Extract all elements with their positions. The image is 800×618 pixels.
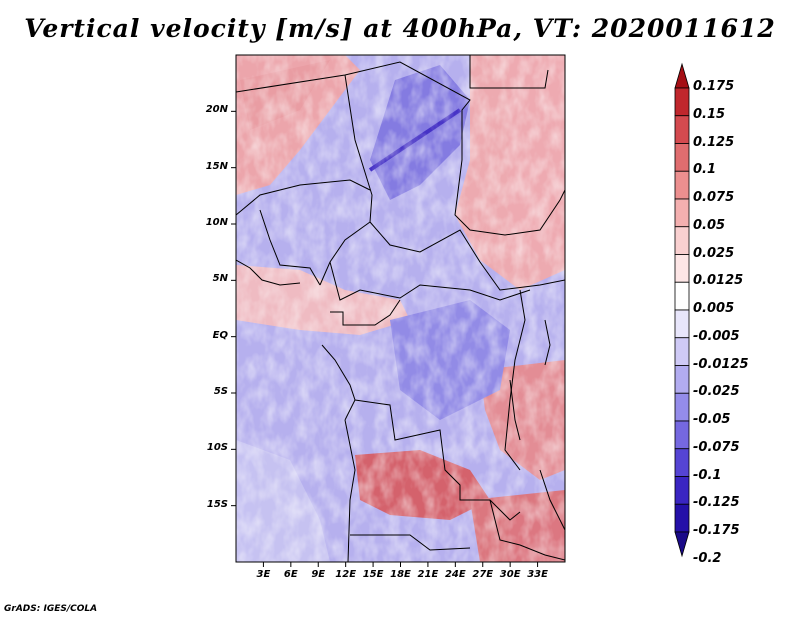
colorbar-label: -0.2: [693, 550, 722, 566]
colorbar-label: -0.175: [693, 523, 740, 538]
border-egypt: [469, 55, 549, 89]
colorbar-label: -0.1: [693, 467, 722, 483]
lat-tick-label: 5S: [213, 386, 228, 397]
border-angola-west: [344, 419, 356, 562]
colorbar-label: 0.125: [693, 134, 735, 150]
border-sahel: [236, 61, 565, 236]
grads-credit: GrADS: IGES/COLA: [4, 604, 98, 614]
colorbar-swatch: [674, 531, 690, 558]
colorbar-label: 0.1: [693, 162, 717, 178]
colorbar-swatch: [674, 476, 690, 505]
lon-tick-label: 3E: [256, 569, 271, 580]
border-nigeria-east: [259, 209, 321, 286]
colorbar-swatch: [674, 170, 690, 200]
colorbar-label: 0.025: [693, 245, 735, 261]
colorbar-swatch: [674, 226, 690, 255]
lat-tick-label: EQ: [212, 329, 228, 341]
colorbar-label: 0.005: [693, 301, 735, 316]
lon-tick-label: 30E: [499, 569, 521, 580]
colorbar-label: -0.0125: [693, 356, 749, 372]
lon-tick-label: 27E: [472, 569, 494, 580]
border-namibia: [350, 534, 471, 551]
colorbar-swatch: [674, 254, 690, 283]
colorbar-swatch: [674, 143, 690, 172]
colorbar-swatch: [674, 309, 690, 339]
lat-tick-label: 5N: [212, 273, 228, 285]
lat-tick-label: 10N: [205, 217, 228, 228]
colorbar-label: 0.075: [693, 190, 735, 205]
colorbar-label: -0.075: [693, 439, 740, 455]
border-car-south: [329, 261, 531, 301]
border-congo-coast: [321, 344, 356, 421]
colorbar-swatch: [674, 420, 690, 450]
lon-tick-label: 12E: [335, 569, 357, 580]
country-borders: [236, 55, 565, 562]
border-drc-east: [504, 289, 526, 471]
lat-tick-label: 20N: [205, 104, 228, 116]
lat-tick-label: 15N: [205, 160, 228, 172]
coastline-west-africa: [236, 259, 301, 286]
colorbar-swatch: [674, 87, 690, 117]
lon-tick-label: 33E: [527, 569, 548, 580]
longitude-ticks: [262, 562, 539, 567]
colorbar-swatch: [674, 448, 690, 477]
coastline-lake-victoria: [544, 319, 551, 366]
colorbar-swatch: [674, 198, 690, 228]
lake-tanganyika: [509, 379, 521, 441]
colorbar-swatch: [674, 115, 690, 144]
lat-tick-label: 15S: [206, 498, 228, 510]
lon-tick-label: 9E: [311, 569, 326, 580]
border-nigeria-north: [236, 179, 371, 216]
colorbar-label: 0.0125: [693, 273, 744, 289]
lat-tick-label: 10S: [206, 442, 228, 454]
border-gabon: [330, 299, 401, 326]
border-drc-angola-zambia: [354, 399, 521, 521]
colorbar-label: 0.05: [693, 217, 726, 233]
colorbar-label: -0.05: [693, 412, 731, 427]
border-zambia-south: [489, 499, 565, 561]
latitude-ticks: [231, 110, 236, 507]
colorbar-swatch: [674, 392, 690, 422]
lon-tick-label: 24E: [444, 569, 466, 580]
map-plot-area: [236, 55, 565, 562]
colorbar-label: -0.125: [693, 495, 740, 511]
lon-tick-label: 6E: [283, 569, 298, 580]
colorbar-swatch: [674, 365, 690, 394]
lon-tick-label: 18E: [390, 569, 411, 580]
colorbar-swatch: [674, 503, 690, 533]
colorbar-swatch: [674, 62, 690, 89]
colorbar-label: 0.175: [693, 79, 735, 94]
colorbar-swatch: [674, 281, 690, 311]
map-title: Vertical velocity [m/s] at 400hPa, VT: 2…: [24, 14, 776, 43]
colorbar-label: -0.005: [693, 328, 740, 344]
border-niger-chad: [344, 74, 373, 223]
lon-tick-label: 21E: [417, 569, 439, 580]
colorbar-swatch: [674, 337, 690, 366]
colorbar-label: 0.15: [693, 106, 726, 122]
colorbar-label: -0.025: [693, 384, 740, 400]
field-texture: [236, 55, 565, 562]
colorbar: [674, 62, 690, 558]
lon-tick-label: 15E: [362, 569, 384, 580]
border-cameroon: [319, 221, 371, 286]
border-car-sudan: [369, 221, 565, 291]
border-mozambique: [539, 469, 565, 531]
